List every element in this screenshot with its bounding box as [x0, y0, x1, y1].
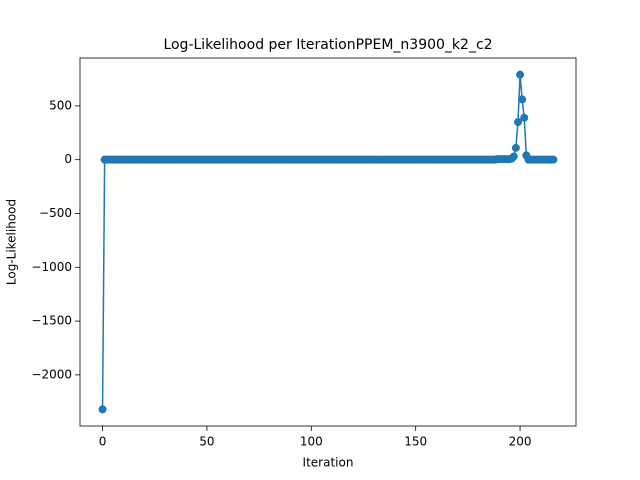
- point: [509, 152, 518, 161]
- x-tick-label: 100: [300, 435, 323, 449]
- point: [511, 143, 520, 152]
- plot-frame: [79, 57, 577, 427]
- y-tick-label: −1000: [31, 260, 72, 274]
- point: [98, 405, 107, 414]
- point: [513, 118, 522, 127]
- y-axis-label: Log-Likelihood: [5, 199, 19, 285]
- x-tick-label: 0: [99, 435, 107, 449]
- x-tick-label: 200: [509, 435, 532, 449]
- point: [549, 155, 558, 164]
- point: [520, 113, 529, 122]
- y-tick-label: 0: [64, 152, 72, 166]
- x-axis-label: Iteration: [303, 456, 354, 470]
- point: [518, 95, 527, 104]
- y-tick-label: 500: [49, 98, 72, 112]
- x-tick-label: 50: [199, 435, 214, 449]
- y-tick-label: −1500: [31, 314, 72, 328]
- x-tick-label: 150: [404, 435, 427, 449]
- chart-title: Log-Likelihood per IterationPPEM_n3900_k…: [163, 37, 492, 53]
- y-tick-label: −2000: [31, 367, 72, 381]
- y-tick-label: −500: [39, 206, 72, 220]
- point: [516, 70, 525, 79]
